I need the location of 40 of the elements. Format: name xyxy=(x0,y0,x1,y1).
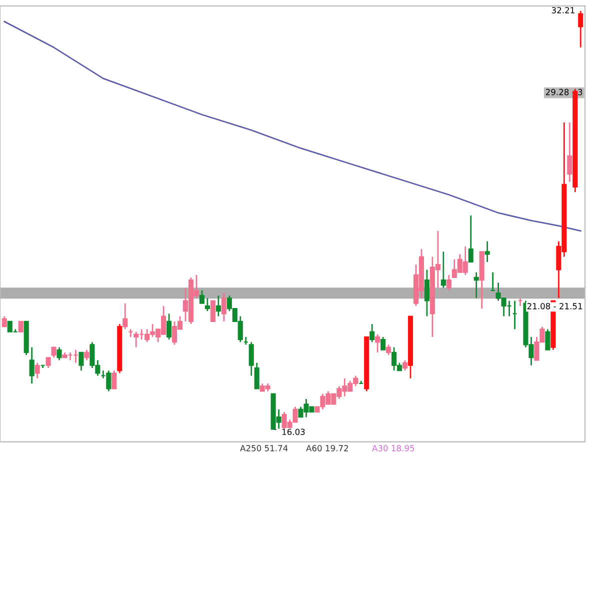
candlestick xyxy=(210,300,216,322)
text: A30 18.95 xyxy=(372,445,414,452)
candlestick xyxy=(78,352,84,372)
candlestick xyxy=(402,360,408,372)
annotation: 29.28 - 3 xyxy=(546,88,582,96)
candlestick xyxy=(248,341,254,376)
candlestick xyxy=(199,290,204,304)
candlestick xyxy=(446,274,452,292)
candlestick xyxy=(122,302,128,330)
candlestick xyxy=(254,362,260,390)
candlestick xyxy=(424,269,430,317)
candlestick xyxy=(18,320,24,332)
candlestick xyxy=(370,323,375,343)
candlestick xyxy=(221,292,226,322)
annotation: 32.21 xyxy=(552,7,574,14)
candlestick xyxy=(375,334,380,354)
candlestick xyxy=(468,214,474,263)
candlestick xyxy=(51,346,56,358)
candlestick xyxy=(2,316,7,328)
candlestick xyxy=(380,336,386,351)
candlestick xyxy=(216,294,221,317)
candlestick xyxy=(484,240,490,263)
annotation: 16.03 xyxy=(282,428,305,435)
candlestick xyxy=(440,250,446,289)
band-label: 21.08 - 21.51 xyxy=(527,303,582,310)
candlestick xyxy=(204,297,210,312)
candlestick xyxy=(84,349,90,361)
candlestick xyxy=(29,346,34,384)
text: A60 19.72 xyxy=(306,445,348,452)
candlestick xyxy=(474,272,479,299)
text: A250 51.74 xyxy=(240,445,288,452)
candlestick xyxy=(578,10,584,48)
candlestick xyxy=(112,370,117,390)
candlestick xyxy=(34,362,40,380)
candlestick xyxy=(567,122,572,183)
candlestick xyxy=(56,346,62,361)
candlestick xyxy=(166,312,172,340)
candlestick xyxy=(545,328,550,351)
candlestick xyxy=(46,356,51,369)
candlestick xyxy=(386,344,392,356)
